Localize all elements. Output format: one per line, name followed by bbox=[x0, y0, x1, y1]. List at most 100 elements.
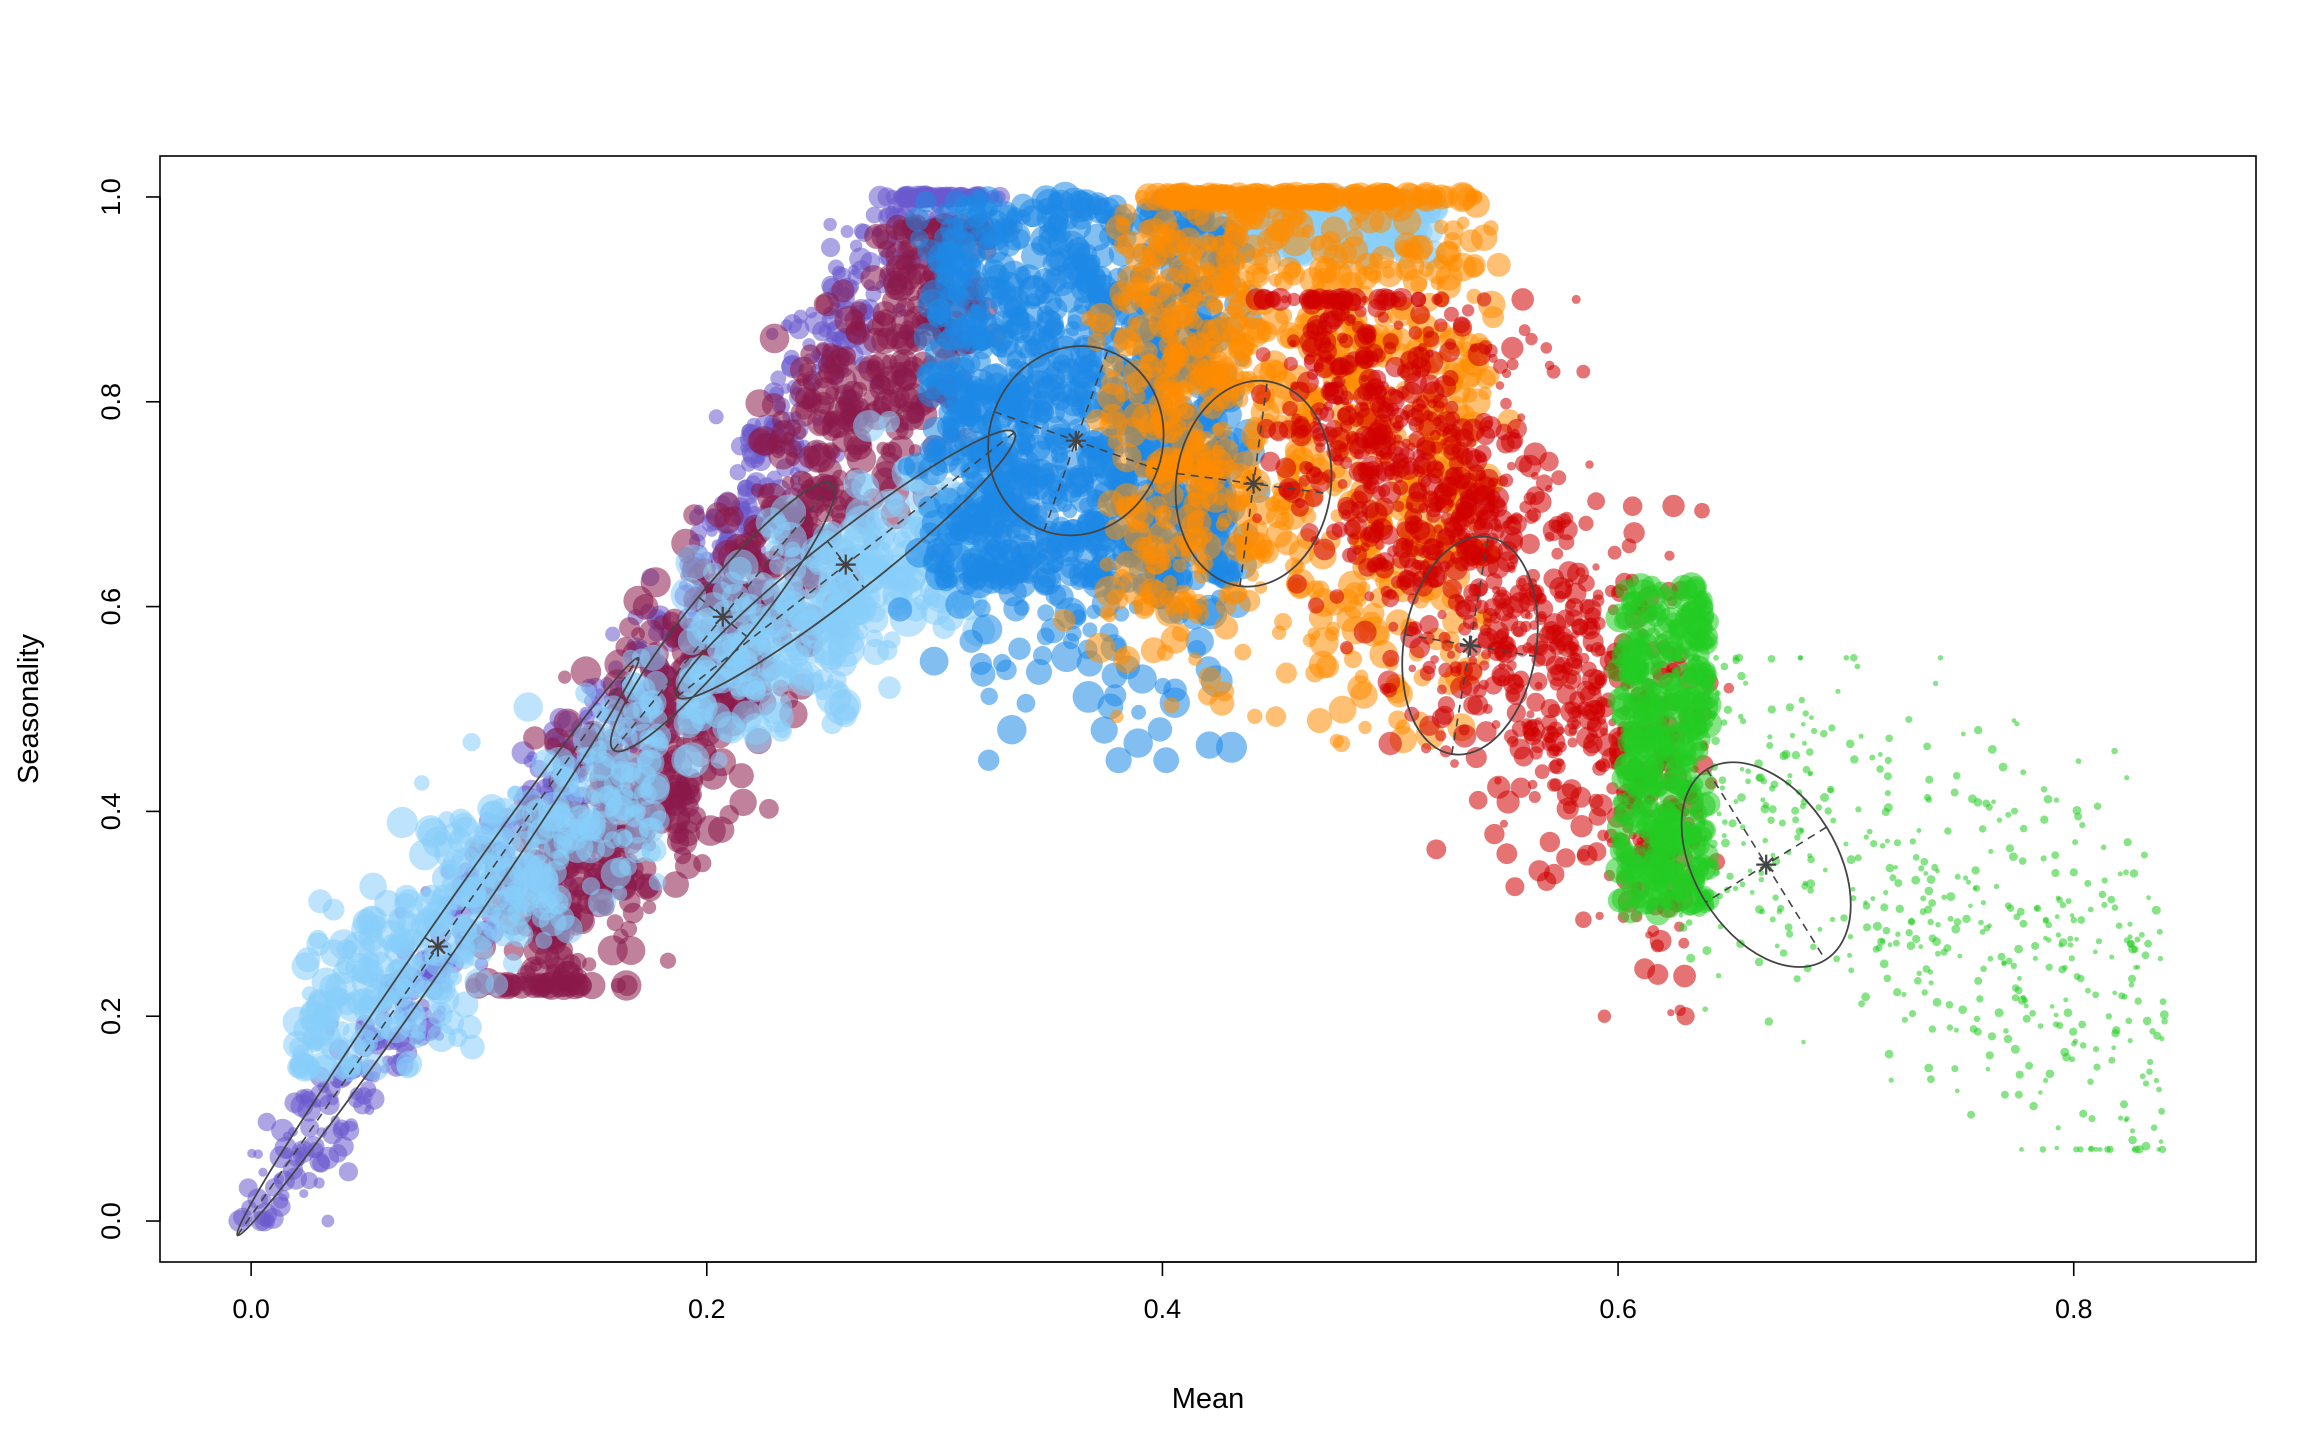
data-point bbox=[1540, 342, 1553, 354]
data-point bbox=[1326, 523, 1343, 541]
data-point bbox=[790, 470, 813, 494]
data-point bbox=[770, 370, 787, 387]
data-point bbox=[1222, 326, 1242, 346]
data-point bbox=[860, 538, 891, 569]
data-point bbox=[1275, 662, 1297, 684]
data-point bbox=[427, 983, 460, 1015]
data-point bbox=[1097, 382, 1126, 412]
data-point bbox=[1216, 731, 1247, 763]
data-point bbox=[1277, 257, 1302, 281]
data-point bbox=[1463, 257, 1485, 278]
data-point bbox=[551, 820, 577, 846]
data-point bbox=[871, 223, 898, 250]
data-point bbox=[453, 948, 475, 970]
data-point bbox=[290, 1053, 320, 1082]
data-point bbox=[597, 839, 615, 858]
data-point bbox=[744, 725, 772, 753]
data-point bbox=[758, 690, 793, 725]
data-point bbox=[1527, 779, 1538, 790]
data-point bbox=[1213, 189, 1230, 205]
data-point bbox=[815, 292, 840, 317]
data-point bbox=[649, 810, 670, 831]
data-point bbox=[1402, 235, 1432, 264]
data-point bbox=[308, 889, 333, 914]
data-point bbox=[940, 217, 964, 241]
data-point bbox=[460, 1034, 485, 1060]
data-point bbox=[1517, 413, 1526, 422]
data-point bbox=[970, 661, 996, 687]
data-point bbox=[262, 1208, 284, 1229]
data-point bbox=[629, 803, 646, 820]
data-point bbox=[1369, 210, 1392, 233]
data-point bbox=[1245, 568, 1259, 582]
data-point bbox=[759, 323, 790, 354]
data-point bbox=[1179, 533, 1197, 550]
data-point bbox=[1511, 288, 1534, 311]
data-point bbox=[1056, 496, 1073, 513]
data-point bbox=[1036, 627, 1055, 646]
data-point bbox=[642, 900, 657, 915]
data-point bbox=[1221, 216, 1237, 232]
data-point bbox=[1063, 633, 1080, 650]
data-point bbox=[915, 190, 937, 213]
data-point bbox=[1247, 438, 1264, 455]
data-point bbox=[1551, 547, 1564, 560]
data-point bbox=[788, 318, 810, 340]
data-point bbox=[1265, 706, 1287, 727]
data-point bbox=[313, 1177, 325, 1189]
data-point bbox=[1014, 381, 1032, 399]
data-point bbox=[1038, 227, 1068, 257]
data-point bbox=[738, 622, 755, 639]
data-point bbox=[1265, 496, 1281, 512]
data-point bbox=[757, 616, 790, 650]
data-point bbox=[387, 927, 417, 956]
data-point bbox=[1131, 704, 1146, 720]
data-point bbox=[1195, 731, 1224, 759]
data-point bbox=[897, 457, 916, 476]
data-point bbox=[316, 1127, 327, 1138]
data-point bbox=[513, 692, 543, 722]
data-point bbox=[546, 891, 569, 914]
data-point bbox=[1112, 328, 1142, 357]
data-point bbox=[1242, 188, 1259, 206]
data-point bbox=[832, 265, 846, 280]
data-point bbox=[926, 307, 946, 326]
data-point bbox=[535, 931, 553, 949]
data-point bbox=[769, 556, 787, 575]
data-point bbox=[822, 442, 839, 459]
data-point bbox=[1140, 295, 1159, 314]
data-point bbox=[892, 190, 907, 204]
data-point bbox=[1003, 596, 1029, 622]
data-point bbox=[1102, 607, 1117, 623]
data-point bbox=[605, 626, 621, 642]
data-point bbox=[645, 670, 668, 694]
data-point bbox=[810, 395, 832, 417]
data-point bbox=[774, 647, 804, 677]
data-point bbox=[1065, 321, 1081, 337]
data-point bbox=[1107, 588, 1129, 611]
data-point bbox=[611, 885, 628, 902]
data-point bbox=[1436, 684, 1447, 695]
data-point bbox=[944, 190, 969, 214]
data-point bbox=[507, 901, 532, 926]
data-point bbox=[1032, 268, 1059, 294]
data-point bbox=[1662, 494, 1685, 518]
data-point bbox=[959, 501, 981, 523]
data-point bbox=[1301, 224, 1316, 238]
data-point bbox=[1486, 252, 1511, 277]
data-point bbox=[1313, 538, 1336, 561]
data-point bbox=[380, 973, 411, 1004]
data-point bbox=[759, 798, 779, 819]
data-point bbox=[955, 552, 987, 584]
data-point bbox=[887, 597, 913, 622]
data-point bbox=[1069, 206, 1093, 230]
data-point bbox=[307, 1142, 324, 1159]
data-point bbox=[1576, 364, 1591, 379]
data-point bbox=[1075, 270, 1104, 299]
data-point bbox=[1345, 182, 1376, 212]
data-point bbox=[582, 877, 601, 896]
data-point bbox=[1115, 217, 1131, 233]
data-point bbox=[321, 1214, 335, 1228]
data-point bbox=[853, 410, 885, 442]
data-point bbox=[1038, 462, 1060, 484]
